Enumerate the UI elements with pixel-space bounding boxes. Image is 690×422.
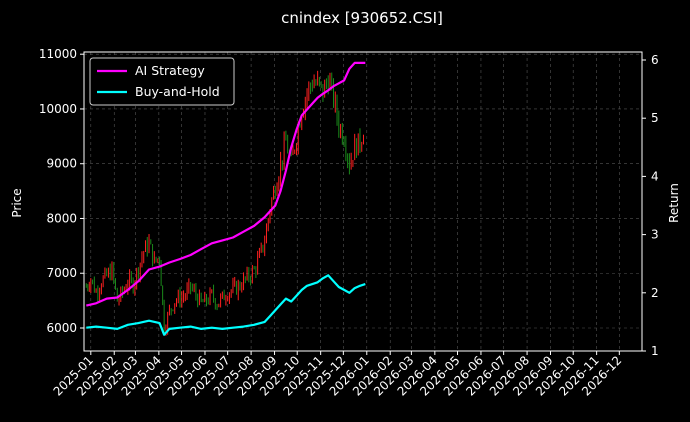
legend-label-buy-and-hold: Buy-and-Hold xyxy=(135,84,220,99)
plot-frame xyxy=(83,51,643,352)
y-left-tick-label: 9000 xyxy=(46,157,77,171)
chart-title: cnindex [930652.CSI] xyxy=(281,9,443,27)
y-left-tick-label: 11000 xyxy=(39,47,77,61)
y-right-tick-label: 4 xyxy=(651,169,659,183)
price-candles xyxy=(85,70,365,336)
legend-box xyxy=(89,57,235,106)
legend-label-ai-strategy: AI Strategy xyxy=(135,63,205,78)
grid xyxy=(84,52,642,351)
y-axis-left: 6000 7000 8000 9000 10000 11000 xyxy=(39,47,84,335)
return-lines xyxy=(86,61,366,336)
legend: AI Strategy Buy-and-Hold xyxy=(89,57,235,106)
y-right-tick-label: 6 xyxy=(651,53,659,67)
y-axis-left-label: Price xyxy=(10,188,24,217)
y-axis-right-label: Return xyxy=(667,183,681,223)
y-right-tick-label: 3 xyxy=(651,228,659,242)
y-left-tick-label: 10000 xyxy=(39,102,77,116)
series-line-ai-strategy xyxy=(86,61,366,307)
y-left-tick-label: 7000 xyxy=(46,266,77,280)
y-right-tick-label: 2 xyxy=(651,286,659,300)
y-axis-right: 1 2 3 4 5 6 xyxy=(642,53,659,358)
series-line-buy-and-hold xyxy=(86,274,366,336)
y-right-tick-label: 1 xyxy=(651,344,659,358)
y-left-tick-label: 8000 xyxy=(46,211,77,225)
y-right-tick-label: 5 xyxy=(651,111,659,125)
y-left-tick-label: 6000 xyxy=(46,321,77,335)
